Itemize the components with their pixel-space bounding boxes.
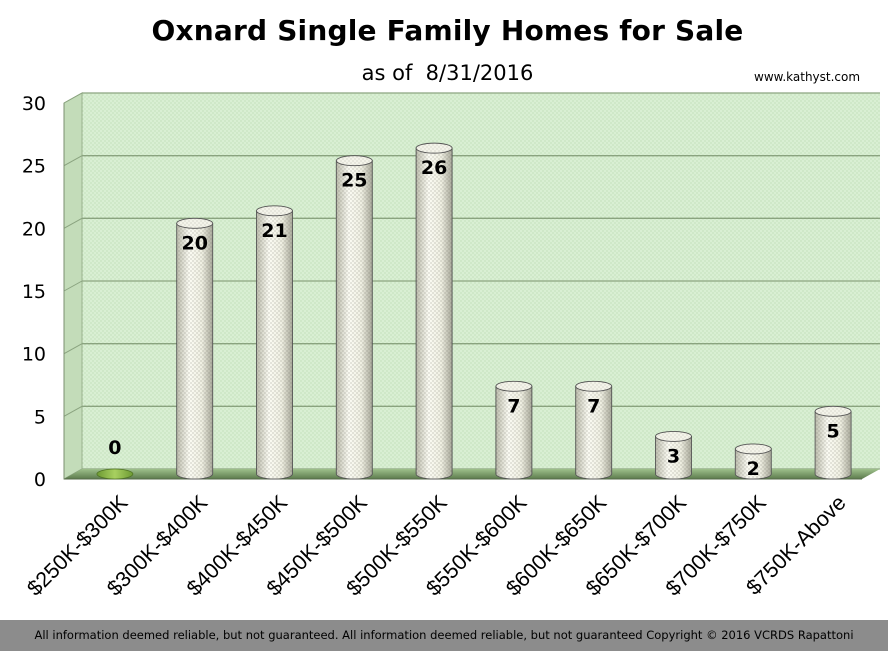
bar-cap xyxy=(96,468,134,480)
bar xyxy=(814,405,852,480)
website-label: www.kathyst.com xyxy=(754,70,861,84)
bar-texture xyxy=(416,148,453,479)
bar xyxy=(655,430,692,480)
bar-texture xyxy=(176,223,213,479)
y-tick-label: 15 xyxy=(22,281,46,303)
bar xyxy=(734,443,772,480)
bar-texture xyxy=(815,411,852,479)
bar-cap-texture xyxy=(256,205,293,216)
bar-texture xyxy=(495,386,532,479)
data-label: 20 xyxy=(181,232,207,254)
bar-texture xyxy=(655,436,692,479)
y-tick-label: 20 xyxy=(22,218,46,240)
bar-cap-texture xyxy=(815,406,852,417)
data-label: 0 xyxy=(108,437,121,459)
gridline-side xyxy=(63,280,83,292)
chart-title: Oxnard Single Family Homes for Sale xyxy=(151,14,744,47)
y-tick-label: 5 xyxy=(34,406,46,428)
bar-texture xyxy=(256,210,293,480)
bar xyxy=(495,380,533,480)
data-label: 5 xyxy=(826,420,839,442)
bar-texture xyxy=(336,160,373,479)
bar-texture xyxy=(735,448,772,479)
bar xyxy=(415,142,453,480)
gridline-side xyxy=(63,155,83,167)
gridline-side xyxy=(63,92,83,104)
y-tick-label: 25 xyxy=(22,156,46,178)
bar-texture xyxy=(575,386,612,479)
bar-cap-texture xyxy=(176,218,213,229)
bar-cap-texture xyxy=(416,143,453,154)
y-tick-label: 30 xyxy=(22,93,46,115)
bar-cap-texture xyxy=(336,155,373,166)
data-label: 26 xyxy=(421,157,447,179)
y-tick-label: 10 xyxy=(22,344,46,366)
bar-cap-texture xyxy=(575,381,612,392)
bar xyxy=(176,217,214,480)
bar xyxy=(96,468,134,480)
disclaimer-footer: All information deemed reliable, but not… xyxy=(0,620,888,651)
bar-cap-texture xyxy=(495,381,532,392)
data-label: 7 xyxy=(587,395,600,417)
bar xyxy=(335,155,373,480)
bar-cap-texture xyxy=(735,443,772,454)
gridline-side xyxy=(63,343,83,355)
bar xyxy=(256,205,293,480)
data-label: 21 xyxy=(261,220,287,242)
data-label: 7 xyxy=(507,395,520,417)
data-label: 25 xyxy=(341,170,367,192)
y-tick-label: 0 xyxy=(34,469,46,491)
gridline-side xyxy=(63,217,83,229)
chart-subtitle: as of 8/31/2016 xyxy=(361,61,534,85)
bar-cap-texture xyxy=(655,431,692,442)
bar xyxy=(575,380,613,480)
gridline-side xyxy=(63,405,83,417)
data-label: 2 xyxy=(747,458,760,480)
data-label: 3 xyxy=(667,445,680,467)
